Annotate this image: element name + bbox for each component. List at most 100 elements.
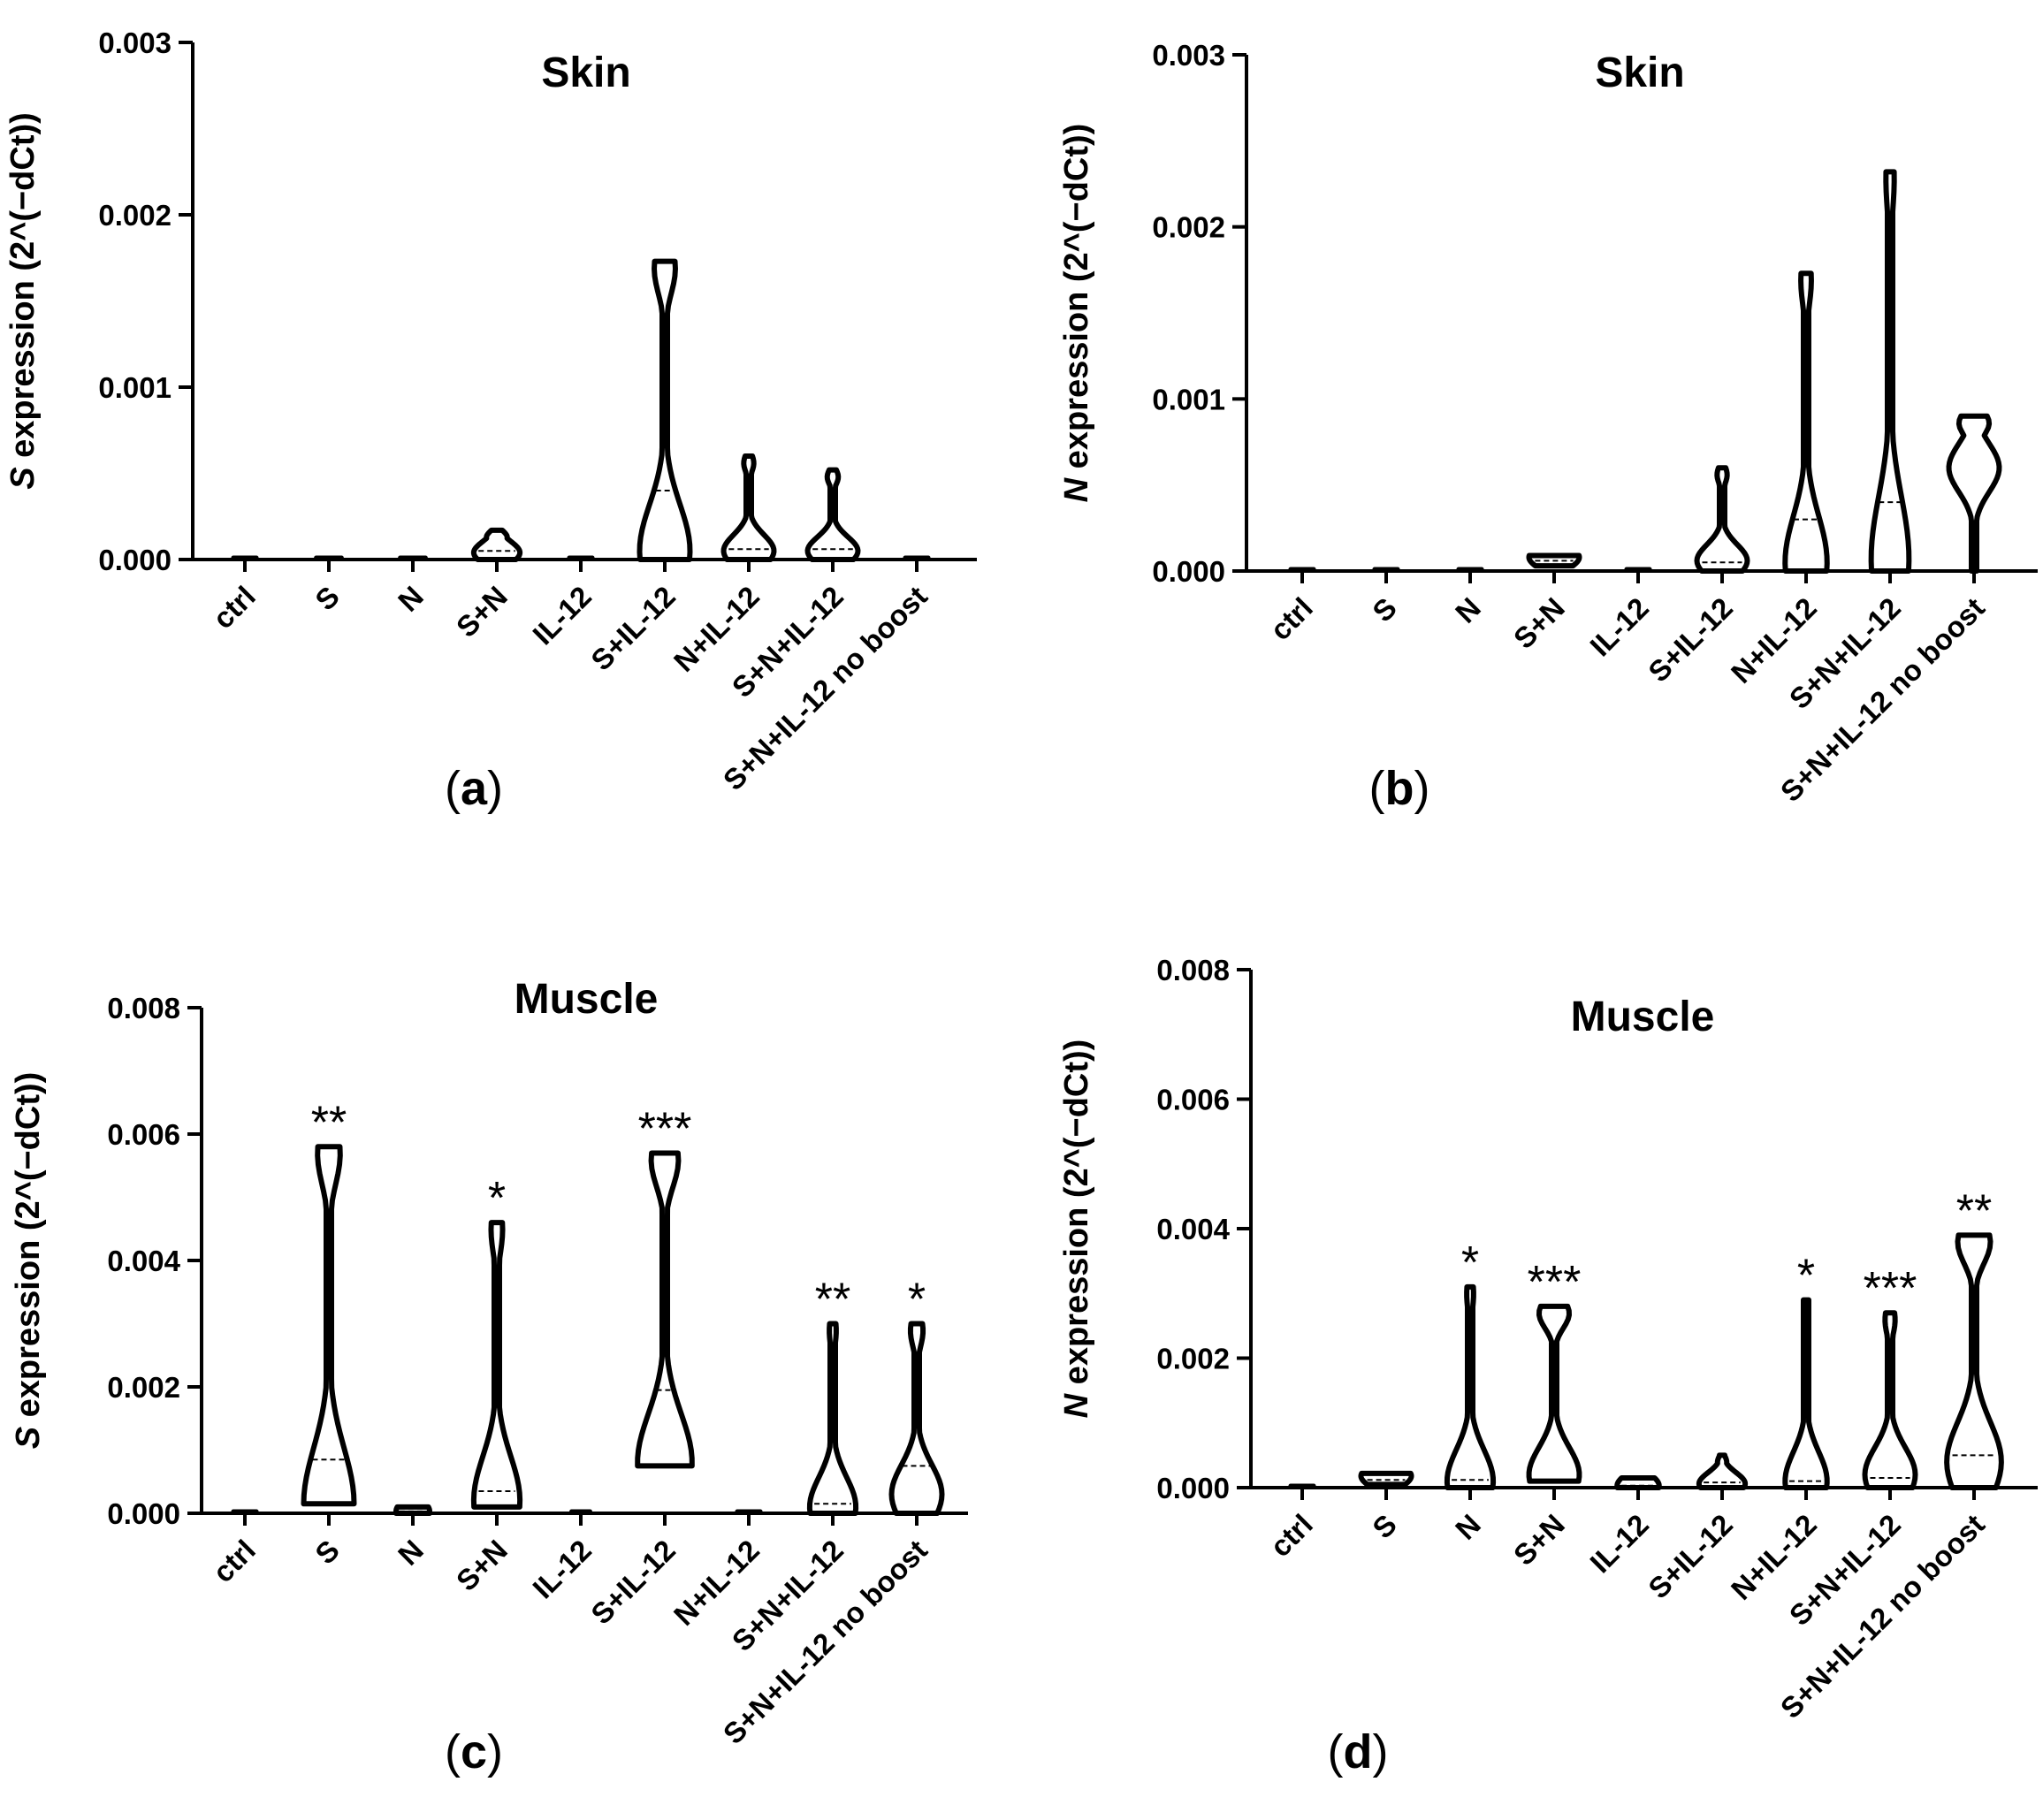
x-tick-label: IL-12	[526, 580, 598, 651]
y-axis-label-gene: N	[1058, 1392, 1095, 1418]
y-tick-label: 0.000	[1152, 555, 1225, 588]
x-tick-label: S+N	[450, 580, 514, 643]
violin	[635, 1150, 695, 1469]
panel-label-close: )	[1373, 1725, 1389, 1778]
y-tick-label: 0.003	[1152, 39, 1225, 72]
violin	[1944, 1232, 2004, 1490]
y-tick-label: 0.006	[107, 1118, 180, 1151]
panel-label: (d)	[1328, 1725, 1389, 1778]
x-tick-label: N	[1449, 1508, 1487, 1546]
panel-c: 0.000 0.002 0.004 0.006 0.008 S expression (2…	[10, 976, 968, 1778]
y-tick-label: 0.002	[1156, 1343, 1230, 1375]
significance-marker: **	[1956, 1185, 1992, 1237]
violin	[1694, 465, 1750, 574]
y-axis-label-gene: N	[1058, 476, 1095, 502]
violin	[1526, 1303, 1582, 1484]
panel-label: (b)	[1369, 762, 1430, 815]
y-tick-label: 0.001	[98, 371, 172, 404]
violin	[804, 467, 861, 562]
x-tick-label: S	[1366, 591, 1403, 628]
y-tick-label: 0.003	[98, 27, 172, 59]
y-axis-label-text: expression (2^(−dCt))	[1058, 1039, 1095, 1394]
x-tick-label: S+IL-12	[584, 1534, 682, 1631]
significance-marker: ***	[1864, 1263, 1917, 1314]
significance-marker: *	[1797, 1251, 1815, 1302]
significance-marker: *	[488, 1173, 506, 1224]
violin	[1444, 1283, 1497, 1490]
violin	[637, 258, 693, 562]
y-axis-label: S expression (2^(−dCt))	[4, 112, 42, 490]
x-tick-label: IL-12	[1583, 1508, 1655, 1580]
panel-label-open: (	[1369, 762, 1385, 815]
chart-title: Muscle	[515, 976, 659, 1023]
violin	[1868, 169, 1912, 574]
significance-marker: ***	[1528, 1257, 1582, 1308]
y-tick-label: 0.006	[1156, 1084, 1230, 1116]
violin	[1782, 1297, 1830, 1490]
violin	[1696, 1452, 1749, 1490]
violin	[470, 527, 523, 562]
y-tick-label: 0.000	[98, 544, 172, 576]
x-tick-label: N	[392, 1534, 430, 1572]
x-tick-label: ctrl	[206, 580, 261, 635]
y-axis-label-text: expression (2^(−dCt))	[4, 112, 42, 467]
violin	[888, 1321, 945, 1516]
panel-label-letter: a	[461, 762, 488, 815]
violin	[1358, 1470, 1414, 1488]
y-axis-label: S expression (2^(−dCt))	[10, 1072, 47, 1450]
y-tick-label: 0.008	[1156, 954, 1230, 986]
panel-a: 0.000 0.001 0.002 0.003 S expression (2^(−dC…	[4, 27, 977, 815]
x-tick-label: S	[309, 1534, 346, 1571]
y-axis-label-text: expression (2^(−dCt))	[10, 1072, 47, 1427]
x-tick-label: N	[1449, 591, 1487, 629]
panel-label-open: (	[445, 1725, 461, 1778]
panel-label: (a)	[445, 762, 503, 815]
x-tick-label: S+IL-12	[1642, 1508, 1739, 1605]
chart-title: Skin	[1595, 49, 1684, 96]
y-axis-label: N expression (2^(−dCt))	[1058, 1039, 1095, 1419]
x-tick-label: S+IL-12	[584, 580, 682, 677]
significance-marker: *	[1461, 1237, 1479, 1289]
x-tick-label: S	[1366, 1508, 1403, 1545]
x-tick-label: ctrl	[1263, 591, 1318, 646]
panel-label-open: (	[445, 762, 461, 815]
x-tick-label: ctrl	[1263, 1508, 1318, 1563]
violin	[1946, 413, 2002, 574]
y-tick-label: 0.002	[107, 1371, 180, 1404]
violin	[1862, 1310, 1918, 1490]
x-tick-label: S+IL-12	[1642, 591, 1739, 689]
panel-label-close: )	[1414, 762, 1430, 815]
y-axis-label-text: expression (2^(−dCt))	[1058, 124, 1095, 478]
x-tick-label: S	[309, 580, 346, 617]
significance-marker: *	[908, 1275, 926, 1326]
significance-marker: **	[311, 1097, 347, 1148]
y-tick-label: 0.002	[98, 199, 172, 232]
violin	[393, 1504, 432, 1516]
y-tick-label: 0.001	[1152, 383, 1225, 415]
y-axis-label-gene: S	[4, 467, 42, 489]
chart-title: Skin	[541, 49, 630, 96]
panel-label-open: (	[1328, 1725, 1344, 1778]
x-tick-label: S+N	[1507, 591, 1571, 655]
chart-title: Muscle	[1571, 994, 1715, 1040]
panel-label-letter: c	[461, 1725, 487, 1778]
y-axis-label-gene: S	[10, 1427, 47, 1449]
significance-marker: **	[815, 1275, 850, 1326]
violin	[806, 1321, 859, 1516]
panel-b: 0.000 0.001 0.002 0.003 N expression (2^(−dC…	[1058, 39, 2038, 815]
panel-label: (c)	[445, 1725, 503, 1778]
x-tick-label: S+N	[1507, 1508, 1571, 1572]
panel-label-close: )	[487, 1725, 503, 1778]
x-tick-label: IL-12	[1583, 591, 1655, 663]
y-tick-label: 0.008	[107, 992, 180, 1024]
x-tick-label: ctrl	[206, 1534, 261, 1588]
violin	[720, 453, 777, 562]
panel-d: 0.000 0.002 0.004 0.006 0.008 N expression (2…	[1058, 954, 2038, 1778]
panel-label-letter: d	[1344, 1725, 1373, 1778]
x-tick-label: IL-12	[526, 1534, 598, 1605]
y-tick-label: 0.000	[1156, 1472, 1230, 1504]
y-tick-label: 0.002	[1152, 211, 1225, 244]
x-tick-label: S+N	[450, 1534, 514, 1597]
violin	[1782, 270, 1830, 574]
